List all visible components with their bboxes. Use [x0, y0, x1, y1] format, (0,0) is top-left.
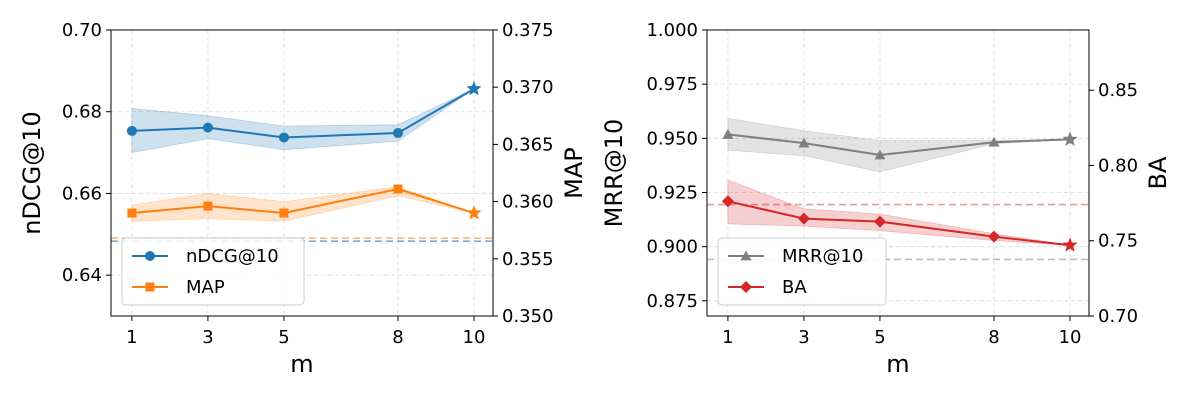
left-chart-ytick-right-label: 0.360	[502, 192, 554, 213]
right-chart-ytick-right-label: 0.75	[1098, 231, 1138, 252]
left-chart-point-map	[279, 208, 289, 218]
left-chart-legend-marker	[145, 282, 155, 292]
left-chart-point-ndcg-10	[466, 80, 482, 96]
right-chart-xtick-label: 8	[988, 327, 999, 348]
left-chart-point-ndcg-10	[392, 127, 403, 138]
right-chart-ytick-left-label: 1.000	[646, 20, 698, 41]
right-chart-frame	[706, 29, 1090, 317]
right-chart-xtick-label: 5	[874, 327, 885, 348]
left-chart-ytick-left-label: 0.68	[62, 102, 102, 123]
right-chart-point-ba	[873, 215, 886, 228]
left-chart-ytick-right-label: 0.365	[502, 134, 554, 155]
left-chart-xlabel: m	[290, 350, 313, 378]
right-chart-point-ba	[797, 212, 810, 225]
left-chart-xtick-label: 5	[278, 327, 289, 348]
right-chart-point-mrr-10	[874, 149, 886, 160]
left-chart-point-ndcg-10	[202, 122, 213, 133]
right-chart-point-mrr-10	[722, 128, 734, 139]
right-chart-legend-label: BA	[782, 277, 807, 298]
left-chart-point-ndcg-10	[278, 132, 289, 143]
left-chart-ytick-right-label: 0.370	[502, 77, 554, 98]
right-chart-point-ba	[1062, 237, 1078, 252]
right-chart-legend-box	[717, 237, 887, 306]
left-chart-xtick-label: 3	[202, 327, 213, 348]
right-chart-legend-marker	[740, 250, 752, 261]
left-chart-ytick-right-label: 0.350	[502, 306, 554, 327]
right-chart-point-ba	[721, 195, 734, 208]
right-chart-xtick-label: 10	[1059, 327, 1082, 348]
right-chart-legend-marker	[740, 281, 752, 293]
right-chart-ytick-left-label: 0.875	[646, 291, 698, 312]
right-chart-point-mrr-10	[1062, 131, 1078, 146]
right-chart-legend-label: MRR@10	[782, 246, 863, 267]
right-chart-ytick-left-label: 0.950	[646, 128, 698, 149]
chart-panel-left: 1 3 5 8 10 0.64 0.66 0.68 0.70 0.350 0.355 0.360 0.3…	[18, 20, 588, 378]
left-chart-ytick-right-label: 0.375	[502, 20, 554, 41]
right-chart-ylabel-left: MRR@10	[600, 119, 628, 228]
right-chart-ytick-left-label: 0.900	[646, 237, 698, 258]
left-chart-band-map	[131, 186, 475, 222]
left-chart-point-map	[466, 205, 482, 220]
right-chart-ytick-right-label: 0.70	[1098, 306, 1138, 327]
right-chart-band-ba	[727, 179, 1071, 246]
left-chart-legend-marker	[145, 251, 155, 261]
left-chart-band-ndcg-10	[131, 88, 475, 154]
right-chart-ytick-right-label: 0.85	[1098, 80, 1138, 101]
right-chart-ylabel-right: BA	[1144, 156, 1172, 189]
left-chart-legend-label: nDCG@10	[186, 246, 279, 267]
left-chart-ytick-left-label: 0.64	[62, 265, 102, 286]
left-chart-point-map	[393, 184, 403, 194]
right-chart-ytick-right-label: 0.80	[1098, 155, 1138, 176]
left-chart-frame	[110, 29, 494, 317]
right-chart-ytick-left-label: 0.925	[646, 183, 698, 204]
left-chart-ylabel-right: MAP	[560, 147, 588, 199]
chart-panel-right: 1 3 5 8 10 0.875 0.900 0.925 0.950 0.975 1.000 0.70…	[600, 20, 1172, 378]
right-chart-xtick-label: 1	[722, 327, 733, 348]
right-chart-legend: MRR@10 BA	[717, 237, 887, 306]
left-chart-ytick-left-label: 0.66	[62, 183, 102, 204]
left-chart-legend-label: MAP	[186, 277, 225, 298]
right-chart-point-mrr-10	[988, 136, 1000, 147]
left-chart-legend-box	[121, 237, 305, 306]
left-chart-ytick-left-label: 0.70	[62, 20, 102, 41]
left-chart-point-map	[127, 208, 137, 218]
left-chart-ylabel-left: nDCG@10	[18, 111, 46, 235]
left-chart-ytick-right-label: 0.355	[502, 249, 554, 270]
right-chart-point-mrr-10	[798, 137, 810, 148]
right-chart-xlabel: m	[886, 350, 909, 378]
left-chart-xtick-label: 10	[463, 327, 486, 348]
right-chart-ytick-left-label: 0.975	[646, 74, 698, 95]
left-chart-xtick-label: 1	[126, 327, 137, 348]
left-chart-xtick-label: 8	[392, 327, 403, 348]
left-chart-point-map	[203, 201, 213, 211]
right-chart-xtick-label: 3	[798, 327, 809, 348]
left-chart-legend: nDCG@10 MAP	[121, 237, 305, 306]
right-chart-point-ba	[987, 230, 1000, 243]
left-chart-point-ndcg-10	[126, 125, 137, 136]
